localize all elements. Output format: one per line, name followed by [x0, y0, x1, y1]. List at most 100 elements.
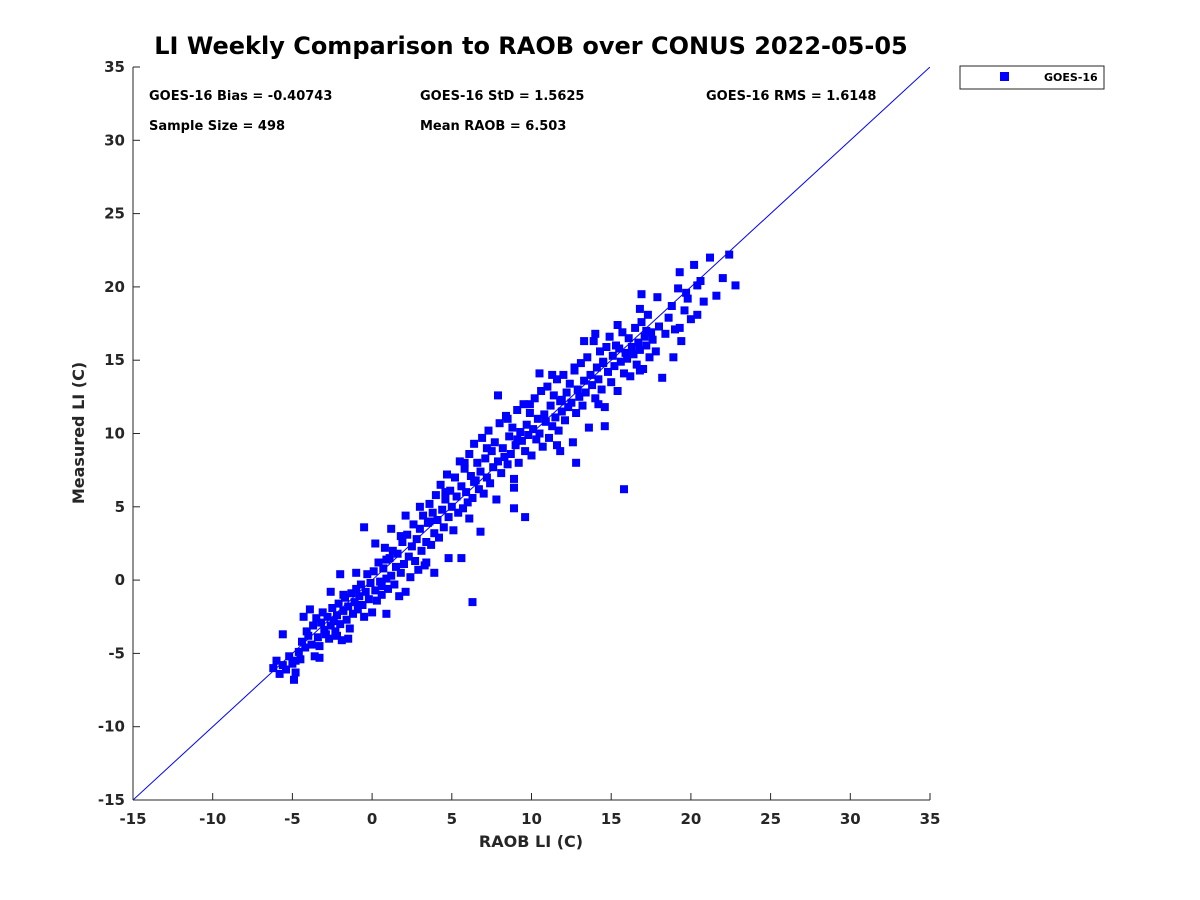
data-point [548, 370, 557, 379]
data-point [371, 586, 380, 595]
data-point [521, 447, 530, 456]
data-point [664, 313, 673, 322]
data-point [336, 570, 345, 579]
data-point [431, 491, 440, 500]
data-point [444, 554, 453, 563]
data-point [599, 359, 608, 368]
data-point [352, 568, 361, 577]
y-tick-label: 5 [115, 498, 125, 516]
data-point [328, 604, 337, 612]
x-tick-label: 15 [601, 810, 622, 828]
data-point [500, 453, 509, 461]
data-point [591, 394, 600, 403]
data-point [540, 410, 549, 419]
data-point [615, 344, 624, 353]
data-point [529, 425, 538, 434]
data-point [570, 363, 579, 372]
data-point [562, 388, 571, 397]
data-point [538, 442, 547, 451]
data-point [651, 347, 660, 356]
data-point [549, 391, 558, 400]
data-point [313, 633, 322, 642]
data-point [503, 414, 512, 423]
data-point [658, 373, 667, 382]
data-point [415, 524, 424, 533]
data-point [291, 656, 300, 665]
data-point [294, 647, 303, 656]
data-point [382, 574, 391, 583]
data-point [390, 580, 399, 589]
x-tick-label: 0 [367, 810, 377, 828]
data-point [621, 348, 630, 357]
data-point [452, 492, 461, 501]
chart-title: LI Weekly Comparison to RAOB over CONUS … [154, 32, 907, 60]
data-point [466, 472, 475, 480]
data-point [352, 584, 361, 593]
legend-marker-square [1000, 72, 1009, 81]
data-point [482, 444, 491, 453]
data-point [465, 514, 474, 523]
scatter-points [269, 250, 740, 684]
data-point [567, 398, 576, 407]
data-point [347, 589, 356, 598]
data-point [307, 640, 316, 649]
data-point [581, 388, 590, 397]
data-point [578, 401, 587, 410]
data-point [329, 617, 338, 626]
data-point [706, 253, 714, 262]
data-point [433, 516, 442, 524]
data-point [449, 526, 458, 535]
data-point [584, 423, 593, 432]
data-point [616, 357, 625, 366]
data-point [404, 552, 413, 561]
data-point [557, 407, 566, 416]
x-tick-label: 25 [760, 810, 781, 828]
data-point [610, 362, 619, 371]
data-point [514, 458, 523, 467]
data-point [645, 353, 654, 362]
data-point [524, 431, 533, 439]
data-point [376, 577, 385, 586]
data-point [503, 460, 512, 469]
data-point [634, 338, 643, 347]
data-point [600, 422, 609, 431]
data-point [411, 557, 420, 565]
data-point [648, 335, 657, 344]
y-tick-label: 30 [104, 131, 125, 149]
data-point [409, 520, 418, 529]
data-point [468, 494, 477, 502]
data-point [417, 546, 426, 555]
data-point [699, 297, 708, 306]
data-point [725, 250, 734, 259]
data-point [510, 504, 518, 513]
data-point [396, 532, 405, 541]
data-point [731, 281, 740, 290]
data-point [320, 625, 329, 634]
data-point [278, 661, 287, 670]
data-point [548, 422, 557, 431]
data-point [353, 605, 362, 614]
data-point [344, 602, 353, 611]
data-point [573, 385, 582, 394]
data-point [366, 579, 375, 587]
data-point [588, 381, 597, 390]
data-point [661, 329, 670, 338]
data-point [441, 495, 450, 504]
data-point [492, 495, 501, 504]
data-point [447, 502, 456, 511]
data-point [605, 332, 614, 341]
y-tick-label: -15 [98, 791, 125, 809]
data-point [438, 505, 447, 514]
data-point [478, 433, 487, 442]
stat-bias: GOES-16 Bias = -0.40743 [149, 89, 332, 104]
data-point [401, 511, 410, 520]
data-point [360, 612, 369, 621]
data-point [591, 329, 600, 338]
data-point [393, 549, 402, 558]
data-point [333, 611, 341, 620]
data-point [470, 439, 479, 448]
data-point [382, 555, 391, 564]
data-point [422, 558, 431, 567]
data-point [425, 517, 434, 526]
data-point [511, 441, 520, 450]
